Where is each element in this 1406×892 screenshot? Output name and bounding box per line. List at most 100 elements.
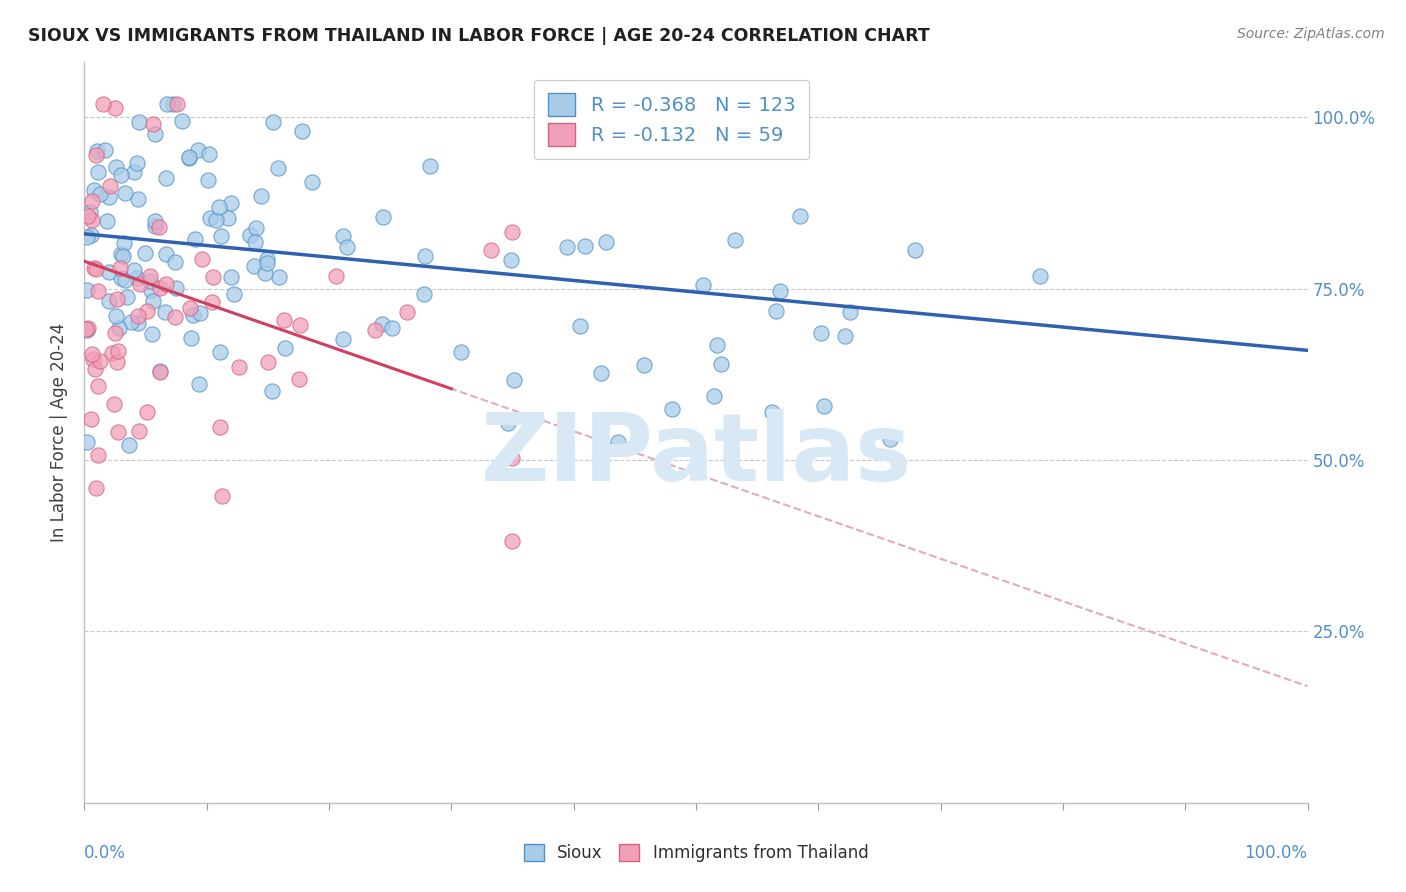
Point <box>591 366 613 380</box>
Point <box>789 209 811 223</box>
Point <box>239 227 262 242</box>
Point <box>107 425 129 439</box>
Point <box>155 277 177 291</box>
Point <box>184 232 207 246</box>
Point <box>136 304 159 318</box>
Point <box>187 143 209 157</box>
Point <box>228 359 250 374</box>
Point <box>273 312 295 326</box>
Point <box>105 309 128 323</box>
Point <box>197 173 219 187</box>
Point <box>813 400 835 414</box>
Point <box>114 186 136 200</box>
Point <box>496 416 519 430</box>
Point <box>187 376 209 391</box>
Point <box>80 412 103 426</box>
Point <box>209 228 232 243</box>
Point <box>288 318 311 332</box>
Point <box>415 249 437 263</box>
Point <box>191 252 214 266</box>
Point <box>76 229 98 244</box>
Point <box>141 326 163 341</box>
Point <box>107 355 129 369</box>
Point <box>82 346 104 360</box>
Point <box>205 213 228 227</box>
Point <box>143 214 166 228</box>
Point <box>274 341 297 355</box>
Point <box>143 219 166 233</box>
Point <box>371 317 394 331</box>
Point <box>84 481 107 495</box>
Point <box>76 322 98 336</box>
Point <box>170 114 193 128</box>
Point <box>79 227 101 242</box>
Point <box>89 354 111 368</box>
Point <box>104 160 127 174</box>
Point <box>139 274 162 288</box>
Point <box>450 345 472 359</box>
Point <box>142 294 165 309</box>
Point <box>208 420 231 434</box>
Point <box>834 329 856 343</box>
Point <box>80 194 103 208</box>
Point <box>128 115 150 129</box>
Point <box>761 404 783 418</box>
Point <box>288 372 311 386</box>
Point <box>250 189 273 203</box>
Point <box>76 435 98 450</box>
Point <box>155 170 177 185</box>
Point <box>208 345 231 359</box>
Point <box>325 269 347 284</box>
Point <box>110 247 132 261</box>
Point <box>97 293 120 308</box>
Point <box>134 245 156 260</box>
Point <box>574 239 596 253</box>
Point <box>301 175 323 189</box>
Point <box>267 161 290 176</box>
Point <box>364 323 387 337</box>
Point <box>381 321 404 335</box>
Point <box>86 144 108 158</box>
Point <box>222 286 245 301</box>
Point <box>879 432 901 446</box>
Point <box>503 373 526 387</box>
Point <box>148 220 170 235</box>
Point <box>245 221 267 235</box>
Point <box>166 281 188 295</box>
Point <box>77 209 100 223</box>
Point <box>661 401 683 416</box>
Point <box>692 278 714 293</box>
Point <box>257 355 280 369</box>
Legend: Sioux, Immigrants from Thailand: Sioux, Immigrants from Thailand <box>517 837 875 869</box>
Point <box>98 178 121 193</box>
Point <box>839 305 862 319</box>
Point <box>332 332 354 346</box>
Point <box>138 268 160 283</box>
Point <box>114 273 136 287</box>
Point <box>769 284 792 298</box>
Point <box>148 365 170 379</box>
Point <box>765 303 787 318</box>
Text: ZIPatlas: ZIPatlas <box>481 409 911 500</box>
Point <box>89 186 111 201</box>
Point <box>84 147 107 161</box>
Point <box>166 96 188 111</box>
Point <box>122 263 145 277</box>
Point <box>555 240 578 254</box>
Point <box>143 127 166 141</box>
Point <box>94 143 117 157</box>
Point <box>373 210 395 224</box>
Point <box>125 156 148 170</box>
Point <box>254 266 277 280</box>
Point <box>76 283 98 297</box>
Point <box>595 235 617 249</box>
Point <box>128 425 150 439</box>
Point <box>110 168 132 182</box>
Text: Source: ZipAtlas.com: Source: ZipAtlas.com <box>1237 27 1385 41</box>
Point <box>179 301 201 315</box>
Point <box>127 316 149 330</box>
Point <box>177 151 200 165</box>
Point <box>202 269 225 284</box>
Point <box>108 321 131 335</box>
Point <box>479 243 502 257</box>
